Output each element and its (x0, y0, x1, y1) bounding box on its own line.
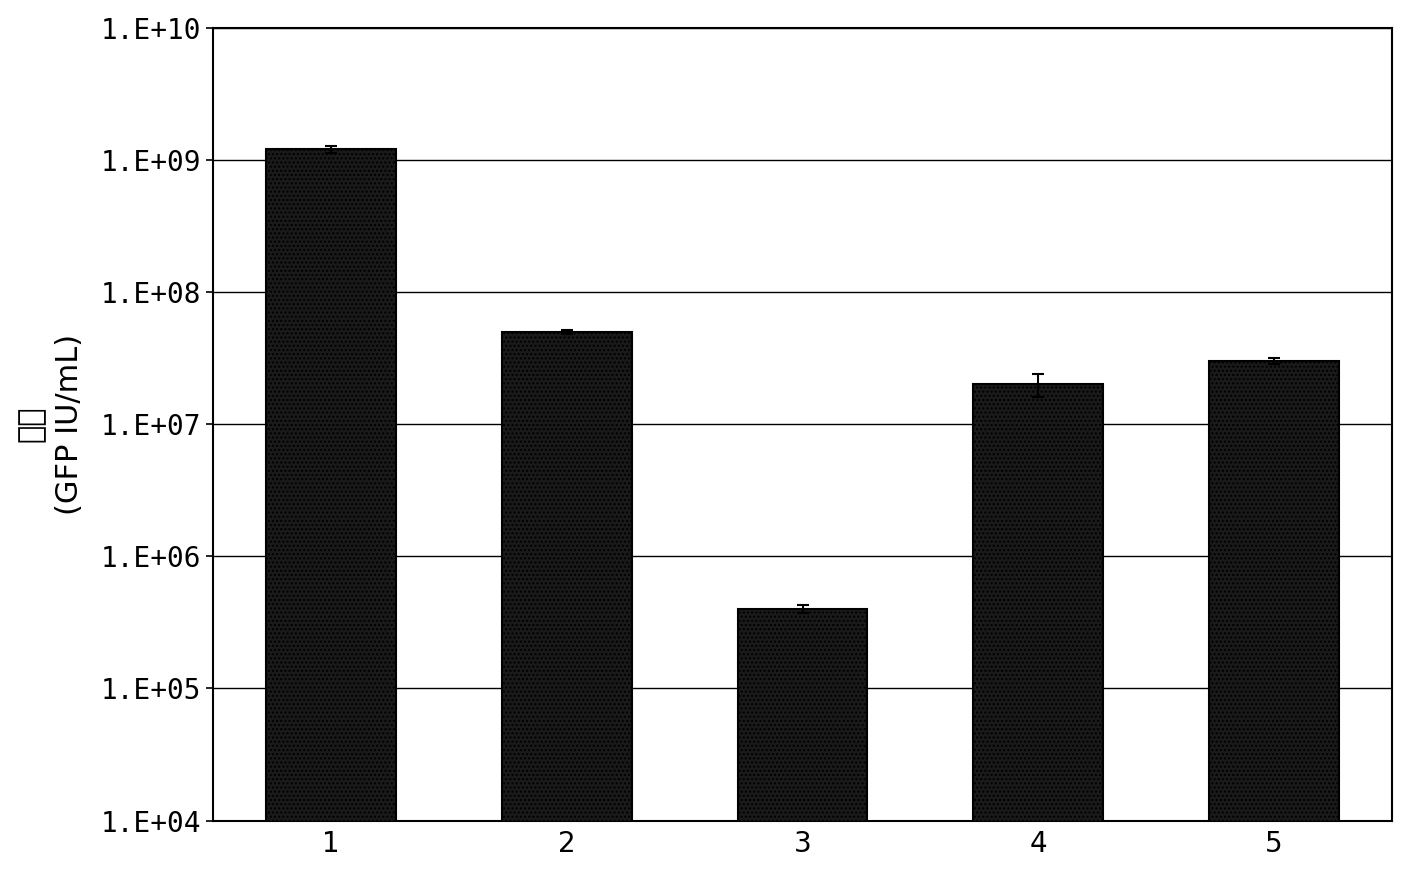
Bar (738, 609, 868, 875)
Bar (502, 332, 631, 875)
Bar (974, 384, 1103, 875)
Bar (266, 150, 396, 875)
Y-axis label: 滴度
(GFP IU/mL): 滴度 (GFP IU/mL) (17, 333, 85, 514)
Bar (1209, 361, 1339, 875)
